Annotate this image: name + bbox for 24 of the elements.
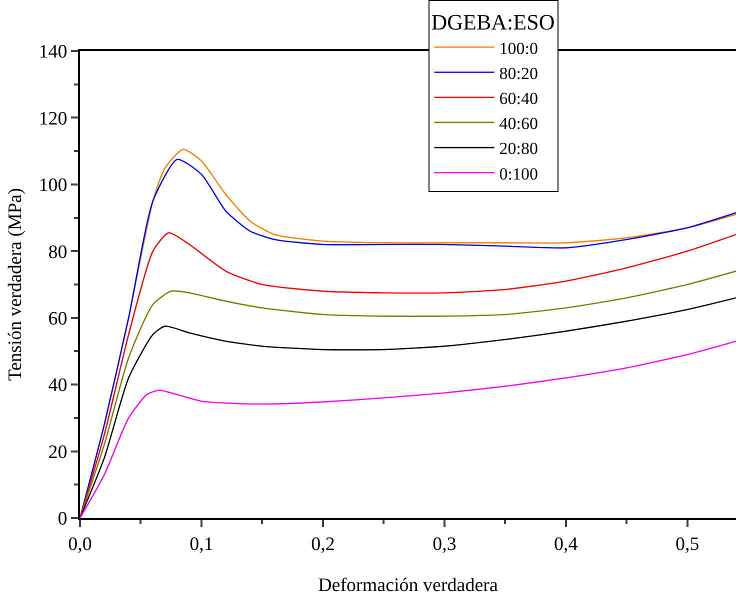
y-tick-label: 0	[58, 508, 68, 530]
line-series	[80, 340, 736, 518]
y-axis-title: Tensión verdadera (MPa)	[5, 188, 26, 381]
y-tick-label: 140	[38, 42, 68, 63]
x-axis-title: Deformación verdadera	[318, 575, 498, 596]
legend-label: 100:0	[499, 38, 538, 58]
x-tick-label: 0,1	[190, 534, 214, 555]
y-tick-label: 40	[48, 375, 68, 396]
legend-label: 40:60	[499, 114, 538, 134]
y-tick-label: 20	[48, 442, 68, 463]
legend-label: 60:40	[499, 88, 538, 108]
x-tick-label: 0,0	[68, 534, 92, 555]
legend-title: DGEBA:ESO	[431, 10, 555, 35]
y-tick-label: 60	[48, 308, 68, 330]
y-tick-label: 100	[38, 175, 68, 196]
x-tick-label: 0,2	[311, 534, 335, 555]
x-tick-label: 0,4	[554, 534, 578, 555]
legend-label: 20:80	[499, 139, 538, 158]
y-tick-label: 120	[38, 108, 68, 130]
legend-label: 80:20	[499, 64, 538, 83]
legend-label: 0:100	[499, 164, 538, 184]
x-tick-label: 0,3	[432, 534, 456, 555]
y-tick-label: 80	[48, 242, 68, 263]
x-tick-label: 0,5	[676, 534, 700, 555]
